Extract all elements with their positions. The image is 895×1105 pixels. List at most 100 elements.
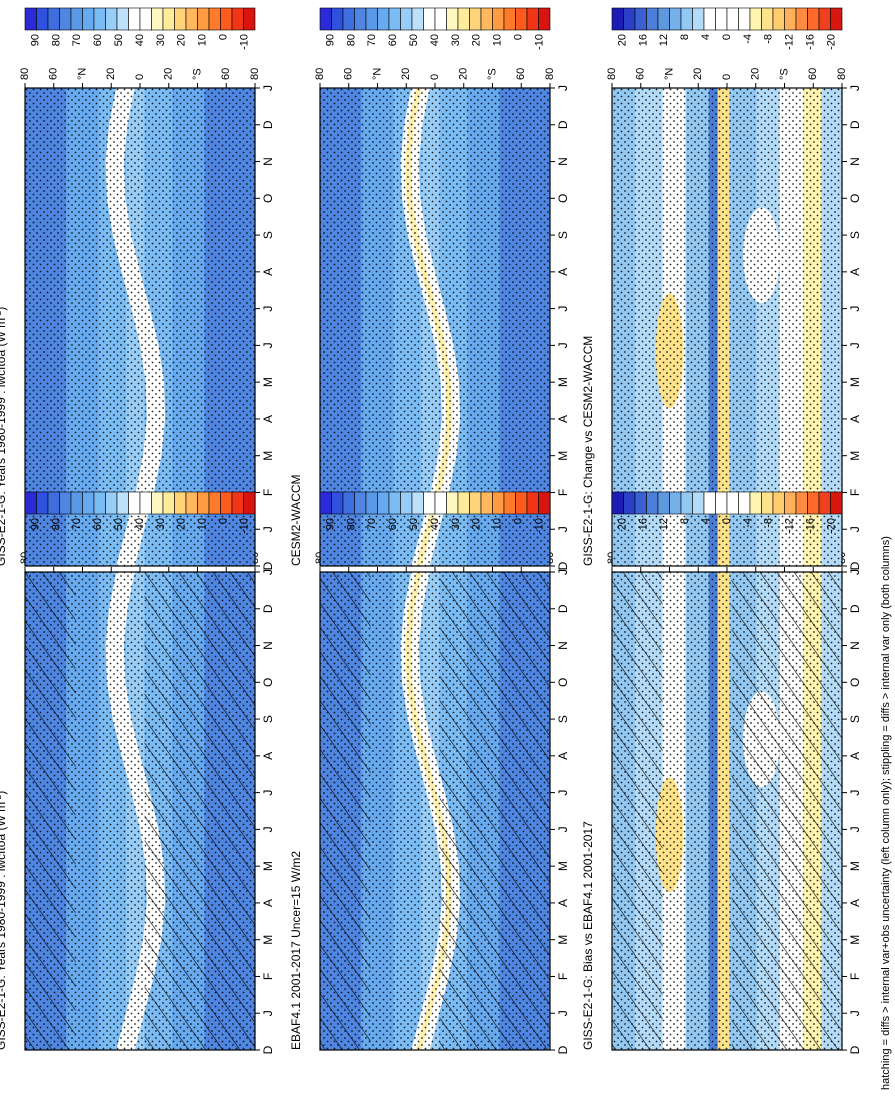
colorbar-swatch	[434, 491, 447, 515]
month-tick-label: N	[261, 157, 275, 166]
colorbar-label: -8	[763, 34, 775, 44]
colorbar-swatch	[331, 491, 344, 515]
colorbar-swatch	[70, 7, 83, 31]
colorbar-label: 30	[450, 34, 462, 46]
month-tick-label: O	[556, 678, 570, 687]
colorbar-swatch	[503, 7, 516, 31]
month-tick-label: J	[848, 342, 862, 348]
colorbar-swatch	[105, 491, 118, 515]
colorbar-label: 20	[616, 518, 628, 530]
colorbar-label: 90	[324, 518, 336, 530]
lat-tick-label: °N	[663, 68, 675, 80]
colorbar-swatch	[139, 7, 152, 31]
colorbar-label: 0	[513, 34, 525, 40]
colorbar-label: 40	[429, 518, 441, 530]
colorbar-swatch	[151, 491, 164, 515]
colorbar-swatch	[342, 491, 355, 515]
month-tick-label: O	[261, 678, 275, 687]
month-tick-label: N	[261, 641, 275, 650]
colorbar-label: 50	[113, 34, 125, 46]
month-tick-label: J	[556, 569, 570, 575]
month-tick-label: O	[848, 678, 862, 687]
colorbar-swatch	[469, 7, 482, 31]
colorbar-label: 10	[492, 518, 504, 530]
panels-layer: DJFMAMJJASONDJ8060°N20020°S6080GISS-E2-1…	[0, 68, 862, 1055]
month-tick-label: S	[556, 715, 570, 723]
month-tick-label: M	[556, 935, 570, 945]
colorbar-swatch	[526, 491, 539, 515]
colorbar-label: 0	[218, 34, 230, 40]
month-tick-label: J	[556, 526, 570, 532]
colorbar-swatch	[669, 7, 682, 31]
colorbar-label: 20	[616, 34, 628, 46]
field-3	[320, 572, 550, 1050]
month-tick-label: F	[261, 973, 275, 980]
colorbar-swatch	[738, 491, 751, 515]
lat-tick-label: 60	[343, 68, 355, 80]
lat-tick-label: 20	[750, 68, 762, 80]
colorbar-swatch	[93, 7, 106, 31]
colorbar-swatch	[151, 7, 164, 31]
month-tick-label: O	[556, 194, 570, 203]
colorbar-swatch	[715, 491, 728, 515]
colorbar-label: -10	[238, 34, 250, 50]
colorbar-label: 20	[176, 518, 188, 530]
month-tick-label: O	[848, 194, 862, 203]
colorbar-swatch	[185, 7, 198, 31]
lat-tick-label: 20	[105, 68, 117, 80]
month-tick-label: J	[848, 85, 862, 91]
month-tick-label: M	[261, 935, 275, 945]
colorbar-swatch	[47, 7, 60, 31]
colorbar-swatch	[411, 491, 424, 515]
colorbar-swatch	[538, 491, 551, 515]
colorbar-label: 10	[197, 518, 209, 530]
field-5	[612, 572, 842, 1050]
colorbar-label: 80	[50, 518, 62, 530]
lat-tick-label: 0	[429, 74, 441, 80]
colorbar-label: -10	[238, 518, 250, 534]
colorbar-swatch	[469, 491, 482, 515]
month-tick-label: J	[556, 342, 570, 348]
colorbar-swatch	[197, 7, 210, 31]
lat-tick-label: 20	[400, 68, 412, 80]
colorbar-swatch	[365, 491, 378, 515]
colorbar-swatch	[365, 7, 378, 31]
month-tick-label: J	[556, 790, 570, 796]
colorbar-swatch	[457, 491, 470, 515]
colorbar-swatch	[128, 491, 141, 515]
colorbar-2: 90 80 70 60 50 40 30 20 10 0 -10	[24, 491, 256, 534]
month-tick-label: J	[556, 85, 570, 91]
colorbar-label: 50	[113, 518, 125, 530]
colorbar-swatch	[611, 7, 624, 31]
lat-tick-label: 80	[249, 68, 261, 80]
lat-tick-label: 60	[515, 68, 527, 80]
colorbar-swatch	[669, 491, 682, 515]
month-tick-label: M	[848, 935, 862, 945]
month-tick-label: F	[848, 973, 862, 980]
colorbar-swatch	[680, 7, 693, 31]
lat-tick-label: 60	[807, 68, 819, 80]
colorbar-swatch	[772, 491, 785, 515]
colorbar-swatch	[807, 7, 820, 31]
lat-tick-label: °S	[778, 68, 790, 80]
colorbar-swatch	[726, 7, 739, 31]
month-tick-label: J	[261, 342, 275, 348]
lat-tick-label: °N	[76, 68, 88, 80]
colorbar-swatch	[623, 7, 636, 31]
colorbar-label: 70	[71, 34, 83, 46]
month-tick-label: D	[261, 1045, 275, 1054]
month-tick-label: J	[261, 85, 275, 91]
colorbar-4: 90 80 70 60 50 40 30 20 10 0 -10	[319, 491, 551, 534]
month-tick-label: A	[556, 268, 570, 276]
colorbar-swatch	[36, 7, 49, 31]
colorbar-swatch	[116, 491, 129, 515]
colorbar-label: 80	[345, 518, 357, 530]
colorbar-swatch	[715, 7, 728, 31]
colorbar-swatch	[174, 7, 187, 31]
month-tick-label: A	[848, 268, 862, 276]
colorbar-swatch	[162, 7, 175, 31]
colorbar-label: 4	[700, 518, 712, 524]
colorbar-label: 50	[408, 34, 420, 46]
field-6	[612, 88, 842, 566]
